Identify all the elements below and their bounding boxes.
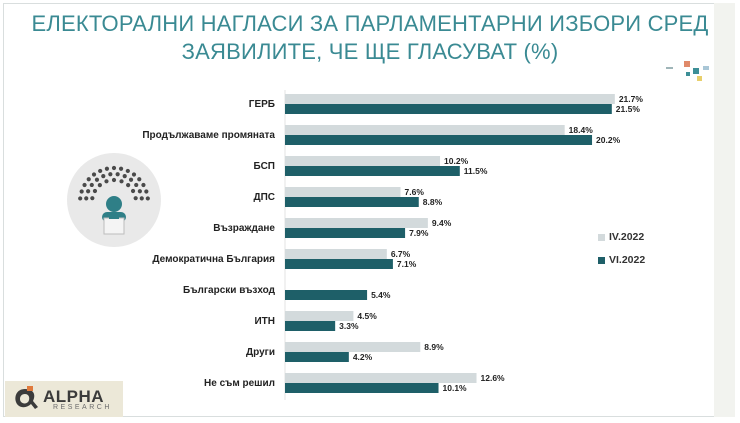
legend-label-series-2: VI.2022 — [609, 254, 646, 266]
bar-series-2 — [285, 259, 393, 269]
bar-series-2 — [285, 104, 612, 114]
category-label: ИТН — [254, 316, 275, 327]
category-label: Български възход — [183, 285, 276, 296]
data-label: 20.2% — [596, 135, 621, 145]
data-label: 9.4% — [432, 218, 452, 228]
data-label: 3.3% — [339, 321, 359, 331]
bar-series-2 — [285, 321, 336, 331]
title-line-1: ЕЛЕКТОРАЛНИ НАГЛАСИ ЗА ПАРЛАМЕНТАРНИ ИЗБ… — [31, 11, 709, 36]
bar-series-1 — [285, 249, 387, 259]
logo-name: ALPHA — [43, 387, 105, 406]
data-label: 10.1% — [443, 383, 468, 393]
bar-series-2 — [285, 290, 368, 300]
category-label: Възраждане — [213, 223, 275, 234]
bar-series-2 — [285, 352, 349, 362]
category-label: Други — [246, 347, 275, 358]
right-decor-strip — [714, 3, 735, 417]
bar-series-1 — [285, 342, 421, 352]
logo-subtitle: RESEARCH — [53, 404, 112, 411]
bar-series-1 — [285, 187, 401, 197]
data-label: 7.9% — [409, 228, 429, 238]
legend-swatch-series-2 — [598, 256, 605, 264]
bar-series-1 — [285, 125, 565, 135]
decorative-squares-icon — [666, 61, 709, 81]
data-label: 11.5% — [464, 166, 488, 176]
legend-item-series-2: VI.2022 — [598, 254, 645, 266]
legend-label-series-1: IV.2022 — [609, 231, 645, 243]
data-label: 8.9% — [424, 342, 444, 352]
alpha-research-logo: ALPHA RESEARCH — [5, 381, 123, 417]
bar-series-2 — [285, 166, 460, 176]
alpha-logo-icon — [15, 386, 38, 409]
bar-series-2 — [285, 135, 593, 145]
bar-series-1 — [285, 218, 428, 228]
data-label: 21.7% — [619, 94, 644, 104]
data-label: 7.6% — [405, 187, 425, 197]
data-label: 6.7% — [391, 249, 411, 259]
category-label: Продължаваме промяната — [142, 130, 275, 141]
bar-series-2 — [285, 197, 419, 207]
bar-series-1 — [285, 373, 477, 383]
data-label: 7.1% — [397, 259, 417, 269]
data-label: 5.4% — [371, 290, 391, 300]
bar-series-2 — [285, 383, 439, 393]
data-label: 21.5% — [616, 104, 641, 114]
category-label: ГЕРБ — [249, 99, 275, 110]
category-label: Не съм решил — [204, 378, 275, 389]
bar-series-1 — [285, 156, 441, 166]
title-line-2: ЗАЯВИЛИТЕ, ЧЕ ЩЕ ГЛАСУВАТ (%) — [181, 39, 559, 64]
parliament-voters-icon — [67, 153, 161, 247]
data-label: 12.6% — [481, 373, 506, 383]
category-label: ДПС — [253, 192, 275, 203]
bar-series-1 — [285, 311, 354, 321]
legend-item-series-1: IV.2022 — [598, 231, 644, 243]
data-label: 18.4% — [569, 125, 594, 135]
data-label: 10.2% — [444, 156, 469, 166]
legend-swatch-series-1 — [598, 233, 605, 241]
bar-series-1 — [285, 94, 615, 104]
bar-series-2 — [285, 228, 406, 238]
category-label: Демократична България — [152, 254, 275, 265]
data-label: 8.8% — [423, 197, 443, 207]
data-label: 4.2% — [353, 352, 373, 362]
category-label: БСП — [254, 161, 275, 172]
data-label: 4.5% — [357, 311, 377, 321]
chart-title: ЕЛЕКТОРАЛНИ НАГЛАСИ ЗА ПАРЛАМЕНТАРНИ ИЗБ… — [30, 10, 710, 66]
